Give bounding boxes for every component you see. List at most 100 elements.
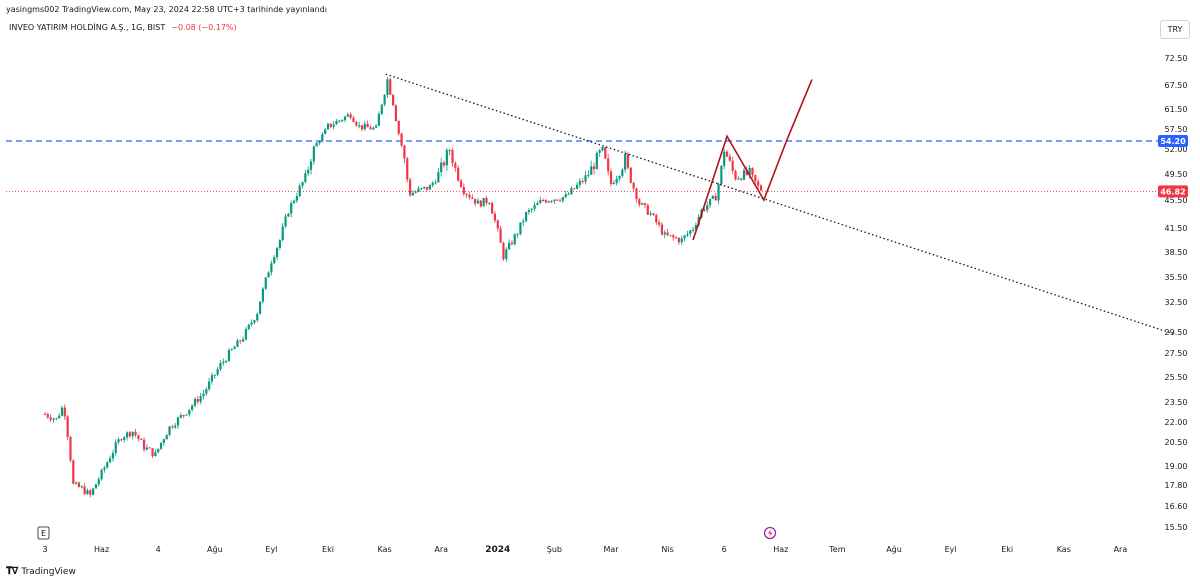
earnings-badge[interactable] <box>37 526 50 540</box>
candle-body <box>148 447 151 449</box>
candle-body <box>499 228 502 243</box>
candle-body <box>397 121 400 134</box>
candle-body <box>533 205 536 209</box>
candle-body <box>420 188 423 190</box>
candle-body <box>672 235 675 238</box>
candle-body <box>751 167 754 176</box>
publish-info: yasingms002 TradingView.com, May 23, 202… <box>6 5 327 14</box>
y-tick-label: 19.00 <box>1165 462 1188 471</box>
candle-body <box>128 432 131 437</box>
candle-body <box>663 232 666 235</box>
candle-body <box>363 123 366 130</box>
candle-body <box>440 162 443 173</box>
candle-body <box>485 197 488 204</box>
chart-header: yasingms002 TradingView.com, May 23, 202… <box>0 0 1200 40</box>
trendline-drawing[interactable] <box>385 73 1175 335</box>
candle-body <box>83 486 86 495</box>
y-tick-label: 15.50 <box>1165 523 1188 532</box>
candle-body <box>592 166 596 170</box>
candle-body <box>185 414 188 416</box>
candle-body <box>108 458 112 463</box>
y-tick-label: 67.50 <box>1165 81 1188 90</box>
candle-body <box>94 484 98 489</box>
y-tick-label: 27.50 <box>1165 349 1188 358</box>
x-tick-label: Ara <box>1114 545 1128 554</box>
candle-body <box>358 125 361 127</box>
candle-body <box>199 396 202 402</box>
candle-body <box>488 203 491 205</box>
candle-body <box>638 199 641 205</box>
candle-body <box>219 363 222 370</box>
candle-body <box>341 120 344 122</box>
candle-body <box>757 181 760 186</box>
candle-body <box>346 114 349 117</box>
candle-body <box>737 178 740 180</box>
y-tick-label: 38.50 <box>1165 248 1188 257</box>
candle-body <box>437 172 440 183</box>
candle-body <box>332 124 335 127</box>
candle-body <box>584 175 587 182</box>
candle-body <box>284 216 287 227</box>
candle-body <box>244 328 248 340</box>
candle-body <box>66 416 69 437</box>
candle-body <box>213 374 216 376</box>
candle-body <box>502 242 505 260</box>
symbol-legend[interactable]: INVEO YATIRIM HOLDİNG A.Ş., 1G, BIST −0.0… <box>9 23 237 32</box>
candle-body <box>558 200 562 202</box>
candle-body <box>196 399 199 402</box>
candle-body <box>123 437 126 440</box>
candle-body <box>496 220 499 229</box>
candle-body <box>451 150 454 164</box>
candle-body <box>273 257 276 264</box>
candle-body <box>97 479 100 485</box>
y-tick-label: 35.50 <box>1165 273 1188 282</box>
candle-body <box>479 200 482 207</box>
currency-button[interactable]: TRY <box>1160 20 1190 39</box>
candle-body <box>476 200 480 204</box>
candle-body <box>380 104 383 114</box>
candle-body <box>86 490 89 495</box>
candle-body <box>674 237 678 239</box>
candle-body <box>717 183 720 201</box>
candle-body <box>324 129 327 135</box>
candle-body <box>366 123 369 128</box>
candle-body <box>626 153 630 168</box>
x-tick-label: Kas <box>378 545 392 554</box>
candle-body <box>519 222 522 235</box>
candle-body <box>179 415 182 418</box>
candle-body <box>140 438 143 440</box>
x-tick-label: Tem <box>828 545 845 554</box>
candle-body <box>216 369 219 375</box>
y-tick-label: 25.50 <box>1165 373 1188 382</box>
pattern-projection-drawing[interactable] <box>692 79 813 241</box>
candle-body <box>635 188 638 200</box>
candle-body <box>575 184 579 189</box>
candle-body <box>372 127 375 130</box>
candle-body <box>60 407 64 416</box>
candle-body <box>117 439 120 443</box>
tv-logo-icon[interactable]: 𝐓∇ <box>6 566 18 577</box>
candle-body <box>321 134 324 142</box>
candle-body <box>505 249 508 260</box>
candle-body <box>46 414 49 418</box>
candle-body <box>400 133 403 146</box>
candle-body <box>391 94 395 106</box>
candle-body <box>536 203 539 206</box>
y-tick-label: 16.60 <box>1165 502 1188 511</box>
candle-body <box>295 196 298 201</box>
candle-body <box>541 200 545 202</box>
candle-body <box>454 163 457 168</box>
candle-body <box>253 320 256 323</box>
candle-body <box>63 407 66 417</box>
candle-body <box>604 147 607 159</box>
candle-body <box>304 173 307 182</box>
candle-body <box>655 215 658 223</box>
candle-body <box>408 179 412 196</box>
candle-body <box>75 482 78 484</box>
candle-body <box>137 435 140 439</box>
candle-body <box>92 488 95 495</box>
candle-body <box>624 153 627 170</box>
x-tick-label: Ağu <box>207 545 223 554</box>
candle-body <box>225 361 228 363</box>
